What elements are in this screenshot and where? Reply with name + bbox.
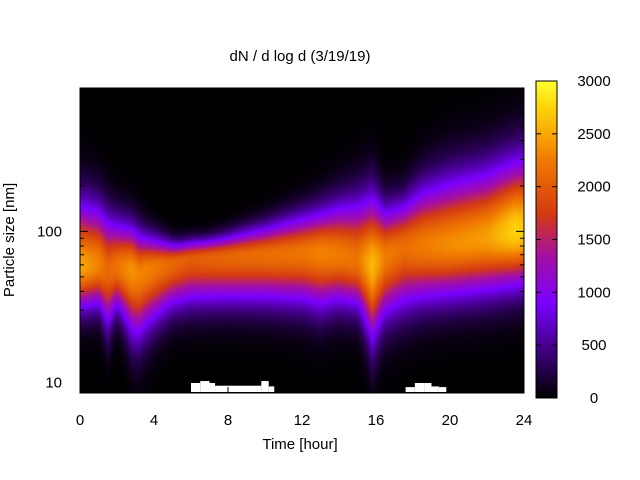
missing-data-block — [431, 386, 439, 392]
colorbar-tick-label: 1500 — [577, 232, 610, 249]
missing-data-block — [209, 383, 216, 392]
missing-data-block — [191, 383, 201, 392]
missing-data-block — [424, 383, 432, 392]
colorbar-tick-label: 2000 — [577, 179, 610, 196]
colorbar-axis: 0 500 1000 1500 2000 2500 3000 — [536, 73, 611, 407]
x-tick-label: 20 — [442, 412, 459, 429]
y-tick-label: 10 — [45, 374, 62, 391]
y-axis: 10 100 — [37, 94, 524, 391]
x-tick-label: 16 — [368, 412, 385, 429]
y-axis-label: Particle size [nm] — [1, 183, 18, 297]
missing-data-regions — [191, 381, 447, 392]
missing-data-block — [405, 387, 415, 392]
missing-data-block — [261, 381, 269, 392]
x-tick-label: 0 — [76, 412, 84, 429]
chart-title: dN / d log d (3/19/19) — [230, 48, 371, 65]
missing-data-block — [268, 386, 275, 392]
missing-data-block — [200, 381, 210, 392]
missing-data-block — [215, 385, 262, 392]
heatmap-image — [80, 88, 524, 393]
x-tick-label: 8 — [224, 412, 232, 429]
colorbar-tick-label: 1000 — [577, 284, 610, 301]
missing-data-block — [438, 387, 447, 392]
y-tick-label: 100 — [37, 223, 62, 240]
x-tick-label: 24 — [516, 412, 533, 429]
colorbar-tick-label: 2500 — [577, 126, 610, 143]
colorbar-tick-label: 0 — [590, 390, 598, 407]
x-axis-label: Time [hour] — [262, 436, 337, 453]
x-tick-label: 12 — [294, 412, 311, 429]
missing-data-block — [414, 383, 425, 392]
colorbar-tick-label: 3000 — [577, 73, 610, 90]
colorbar-tick-label: 500 — [581, 337, 606, 354]
x-axis: 0 4 8 12 16 20 24 — [76, 88, 533, 429]
x-tick-label: 4 — [150, 412, 158, 429]
